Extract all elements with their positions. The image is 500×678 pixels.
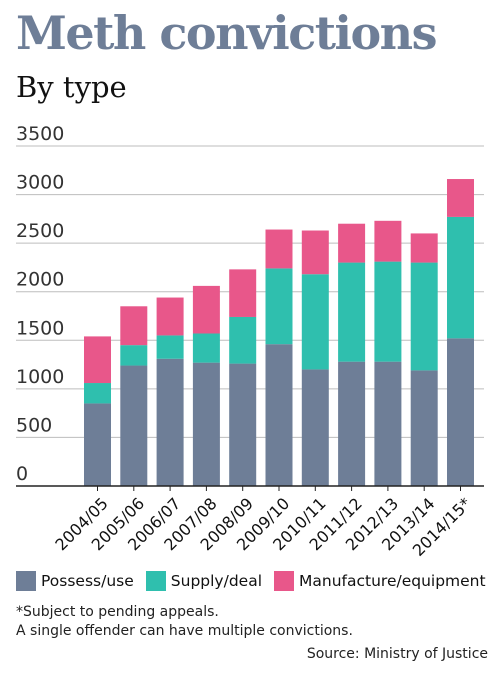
legend-label-manufacture-equipment: Manufacture/equipment <box>299 572 486 590</box>
y-tick-label: 3000 <box>16 172 64 194</box>
bar-possess-use-2004-05 <box>84 403 111 486</box>
bar-supply-deal-2008-09 <box>229 316 257 364</box>
chart-area: 0 500 1000 1500 2000 2500 3000 3500 2004/052005… <box>16 123 484 560</box>
bar-manufacture-equipment-2006-07 <box>156 297 184 336</box>
legend: Possess/use Supply/deal Manufacture/equi… <box>16 571 498 591</box>
bar-supply-deal-2013-14 <box>410 262 438 371</box>
bar-possess-use-2006-07 <box>156 358 184 486</box>
bar-supply-deal-2012-13 <box>374 261 402 362</box>
bar-supply-deal-2004-05 <box>84 383 111 404</box>
y-tick-label: 1500 <box>16 317 64 339</box>
bar-manufacture-equipment-2004-05 <box>84 336 111 384</box>
bar-manufacture-equipment-2007-08 <box>192 285 220 334</box>
bar-manufacture-equipment-2011-12 <box>338 223 366 263</box>
bar-manufacture-equipment-2010-11 <box>301 230 329 275</box>
y-tick-label: 0 <box>16 463 28 485</box>
y-tick-label: 2000 <box>16 269 64 291</box>
y-tick-label: 3500 <box>16 123 64 145</box>
chart-title: Meth convictions <box>16 6 438 60</box>
legend-item-manufacture-equipment: Manufacture/equipment <box>274 571 486 591</box>
legend-item-supply-deal: Supply/deal <box>145 571 263 591</box>
y-tick-label: 1000 <box>16 366 64 388</box>
footnote-multiple-convictions: A single offender can have multiple conv… <box>16 623 353 639</box>
bars <box>84 179 474 486</box>
bar-possess-use-2005-06 <box>120 365 148 486</box>
bar-manufacture-equipment-2008-09 <box>229 269 257 317</box>
bar-manufacture-equipment-2012-13 <box>374 220 402 262</box>
bar-supply-deal-2014-15- <box>447 216 474 339</box>
bar-manufacture-equipment-2014-15- <box>447 179 474 217</box>
bar-possess-use-2014-15- <box>447 338 474 486</box>
legend-label-supply-deal: Supply/deal <box>170 572 263 590</box>
y-tick-label: 2500 <box>16 220 64 242</box>
legend-item-possess-use: Possess/use <box>16 571 134 591</box>
bar-possess-use-2013-14 <box>410 370 438 486</box>
bar-supply-deal-2011-12 <box>338 262 366 362</box>
footnotes: *Subject to pending appeals. A single of… <box>16 603 353 641</box>
legend-swatch-possess-use <box>16 571 36 591</box>
chart-subtitle: By type <box>16 70 127 104</box>
legend-label-possess-use: Possess/use <box>41 572 134 590</box>
bar-possess-use-2008-09 <box>229 363 257 486</box>
y-tick-label: 500 <box>16 414 52 436</box>
bar-manufacture-equipment-2005-06 <box>120 306 148 346</box>
legend-swatch-supply-deal <box>145 571 166 591</box>
bar-possess-use-2010-11 <box>301 369 329 486</box>
bar-possess-use-2012-13 <box>374 361 402 486</box>
bar-possess-use-2007-08 <box>192 362 220 486</box>
bar-supply-deal-2005-06 <box>120 345 148 366</box>
bar-possess-use-2009-10 <box>265 344 293 486</box>
bar-supply-deal-2007-08 <box>192 333 220 363</box>
bar-manufacture-equipment-2009-10 <box>265 229 293 269</box>
footnote-pending-appeals: *Subject to pending appeals. <box>16 604 219 620</box>
category-labels: 2004/052005/062006/072007/082008/092009/… <box>51 486 475 560</box>
bar-supply-deal-2006-07 <box>156 335 184 359</box>
bar-manufacture-equipment-2013-14 <box>410 233 438 263</box>
bar-supply-deal-2009-10 <box>265 268 293 345</box>
legend-swatch-manufacture-equipment <box>274 571 295 591</box>
source-note: Source: Ministry of Justice <box>306 646 488 662</box>
bar-possess-use-2011-12 <box>338 361 366 486</box>
bar-supply-deal-2010-11 <box>301 274 329 370</box>
